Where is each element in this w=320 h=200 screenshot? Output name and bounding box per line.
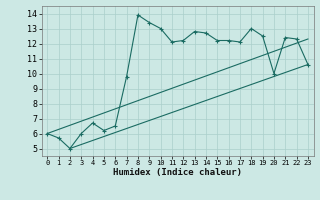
X-axis label: Humidex (Indice chaleur): Humidex (Indice chaleur): [113, 168, 242, 177]
